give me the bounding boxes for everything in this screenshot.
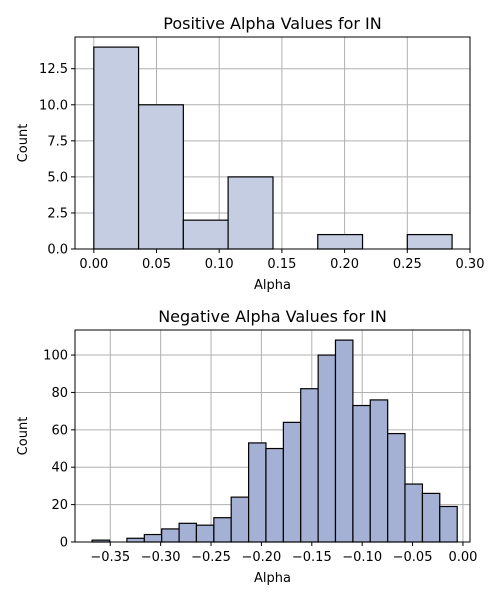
x-tick-label: −0.25 bbox=[191, 550, 231, 565]
y-tick-label: 0.0 bbox=[47, 243, 68, 258]
x-tick-label: −0.30 bbox=[141, 550, 181, 565]
x-tick-label: 0.00 bbox=[448, 550, 477, 565]
negative-alpha-histogram: −0.35 −0.30 −0.25 −0.20 −0.15 −0.10 −0.05 0.00 0… bbox=[16, 307, 477, 586]
x-tick-label: 0.25 bbox=[393, 257, 422, 272]
y-tick-label: 12.5 bbox=[39, 62, 68, 77]
histogram-bar bbox=[406, 233, 453, 250]
x-tick-label: 0.10 bbox=[205, 257, 234, 272]
histogram-bar bbox=[404, 483, 424, 543]
x-tick-label: −0.15 bbox=[292, 550, 332, 565]
histogram-bar bbox=[265, 447, 284, 543]
histogram-bar bbox=[182, 219, 229, 250]
histogram-bar bbox=[161, 528, 180, 543]
histogram-bar bbox=[439, 505, 458, 543]
x-tick-label: 0.00 bbox=[79, 257, 108, 272]
x-tick-label: 0.20 bbox=[330, 257, 359, 272]
histogram-bar bbox=[143, 533, 163, 543]
y-tick-label: 60 bbox=[51, 423, 68, 438]
chart-title: Negative Alpha Values for IN bbox=[158, 307, 387, 326]
x-tick-label: −0.10 bbox=[342, 550, 382, 565]
histogram-bar bbox=[213, 517, 232, 543]
histogram-bar bbox=[178, 522, 198, 543]
histogram-bar bbox=[137, 104, 184, 250]
histogram-bar bbox=[421, 492, 441, 543]
positive-alpha-histogram: 0.00 0.05 0.10 0.15 0.20 0.25 0.30 0.0 2.5 5.0 7.5… bbox=[16, 14, 484, 293]
histogram-bar bbox=[352, 404, 371, 543]
histogram-bar bbox=[93, 46, 140, 250]
axes-frame bbox=[74, 329, 471, 543]
x-tick-label: 0.30 bbox=[456, 257, 485, 272]
histogram-bar bbox=[195, 524, 215, 543]
histogram-bar bbox=[230, 496, 250, 543]
y-tick-label: 0 bbox=[60, 536, 68, 551]
histogram-bar bbox=[126, 537, 145, 543]
y-tick-label: 5.0 bbox=[47, 170, 68, 185]
histogram-bar bbox=[369, 399, 389, 543]
y-axis-label: Count bbox=[16, 124, 31, 163]
x-axis-label: Alpha bbox=[254, 571, 291, 586]
histogram-bar bbox=[317, 233, 364, 250]
y-axis-label: Count bbox=[16, 417, 31, 456]
histogram-bar bbox=[387, 432, 406, 543]
axes-frame bbox=[74, 36, 471, 250]
histogram-bar bbox=[300, 388, 319, 543]
y-tick-label: 40 bbox=[51, 461, 68, 476]
histogram-bar bbox=[334, 339, 354, 543]
chart-title: Positive Alpha Values for IN bbox=[163, 14, 381, 33]
x-tick-label: −0.35 bbox=[90, 550, 130, 565]
y-tick-label: 100 bbox=[43, 349, 68, 364]
x-tick-label: −0.05 bbox=[393, 550, 433, 565]
x-axis-label: Alpha bbox=[254, 278, 291, 293]
y-tick-label: 2.5 bbox=[47, 206, 68, 221]
y-tick-label: 20 bbox=[51, 498, 68, 513]
histogram-bar bbox=[282, 421, 302, 543]
x-tick-label: 0.15 bbox=[267, 257, 296, 272]
y-tick-label: 10.0 bbox=[39, 98, 68, 113]
y-tick-label: 7.5 bbox=[47, 134, 68, 149]
histogram-bar bbox=[248, 442, 267, 543]
y-tick-label: 80 bbox=[51, 386, 68, 401]
x-tick-label: −0.20 bbox=[241, 550, 281, 565]
x-tick-label: 0.05 bbox=[142, 257, 171, 272]
histogram-bar bbox=[317, 354, 337, 543]
histogram-bar bbox=[227, 176, 274, 250]
